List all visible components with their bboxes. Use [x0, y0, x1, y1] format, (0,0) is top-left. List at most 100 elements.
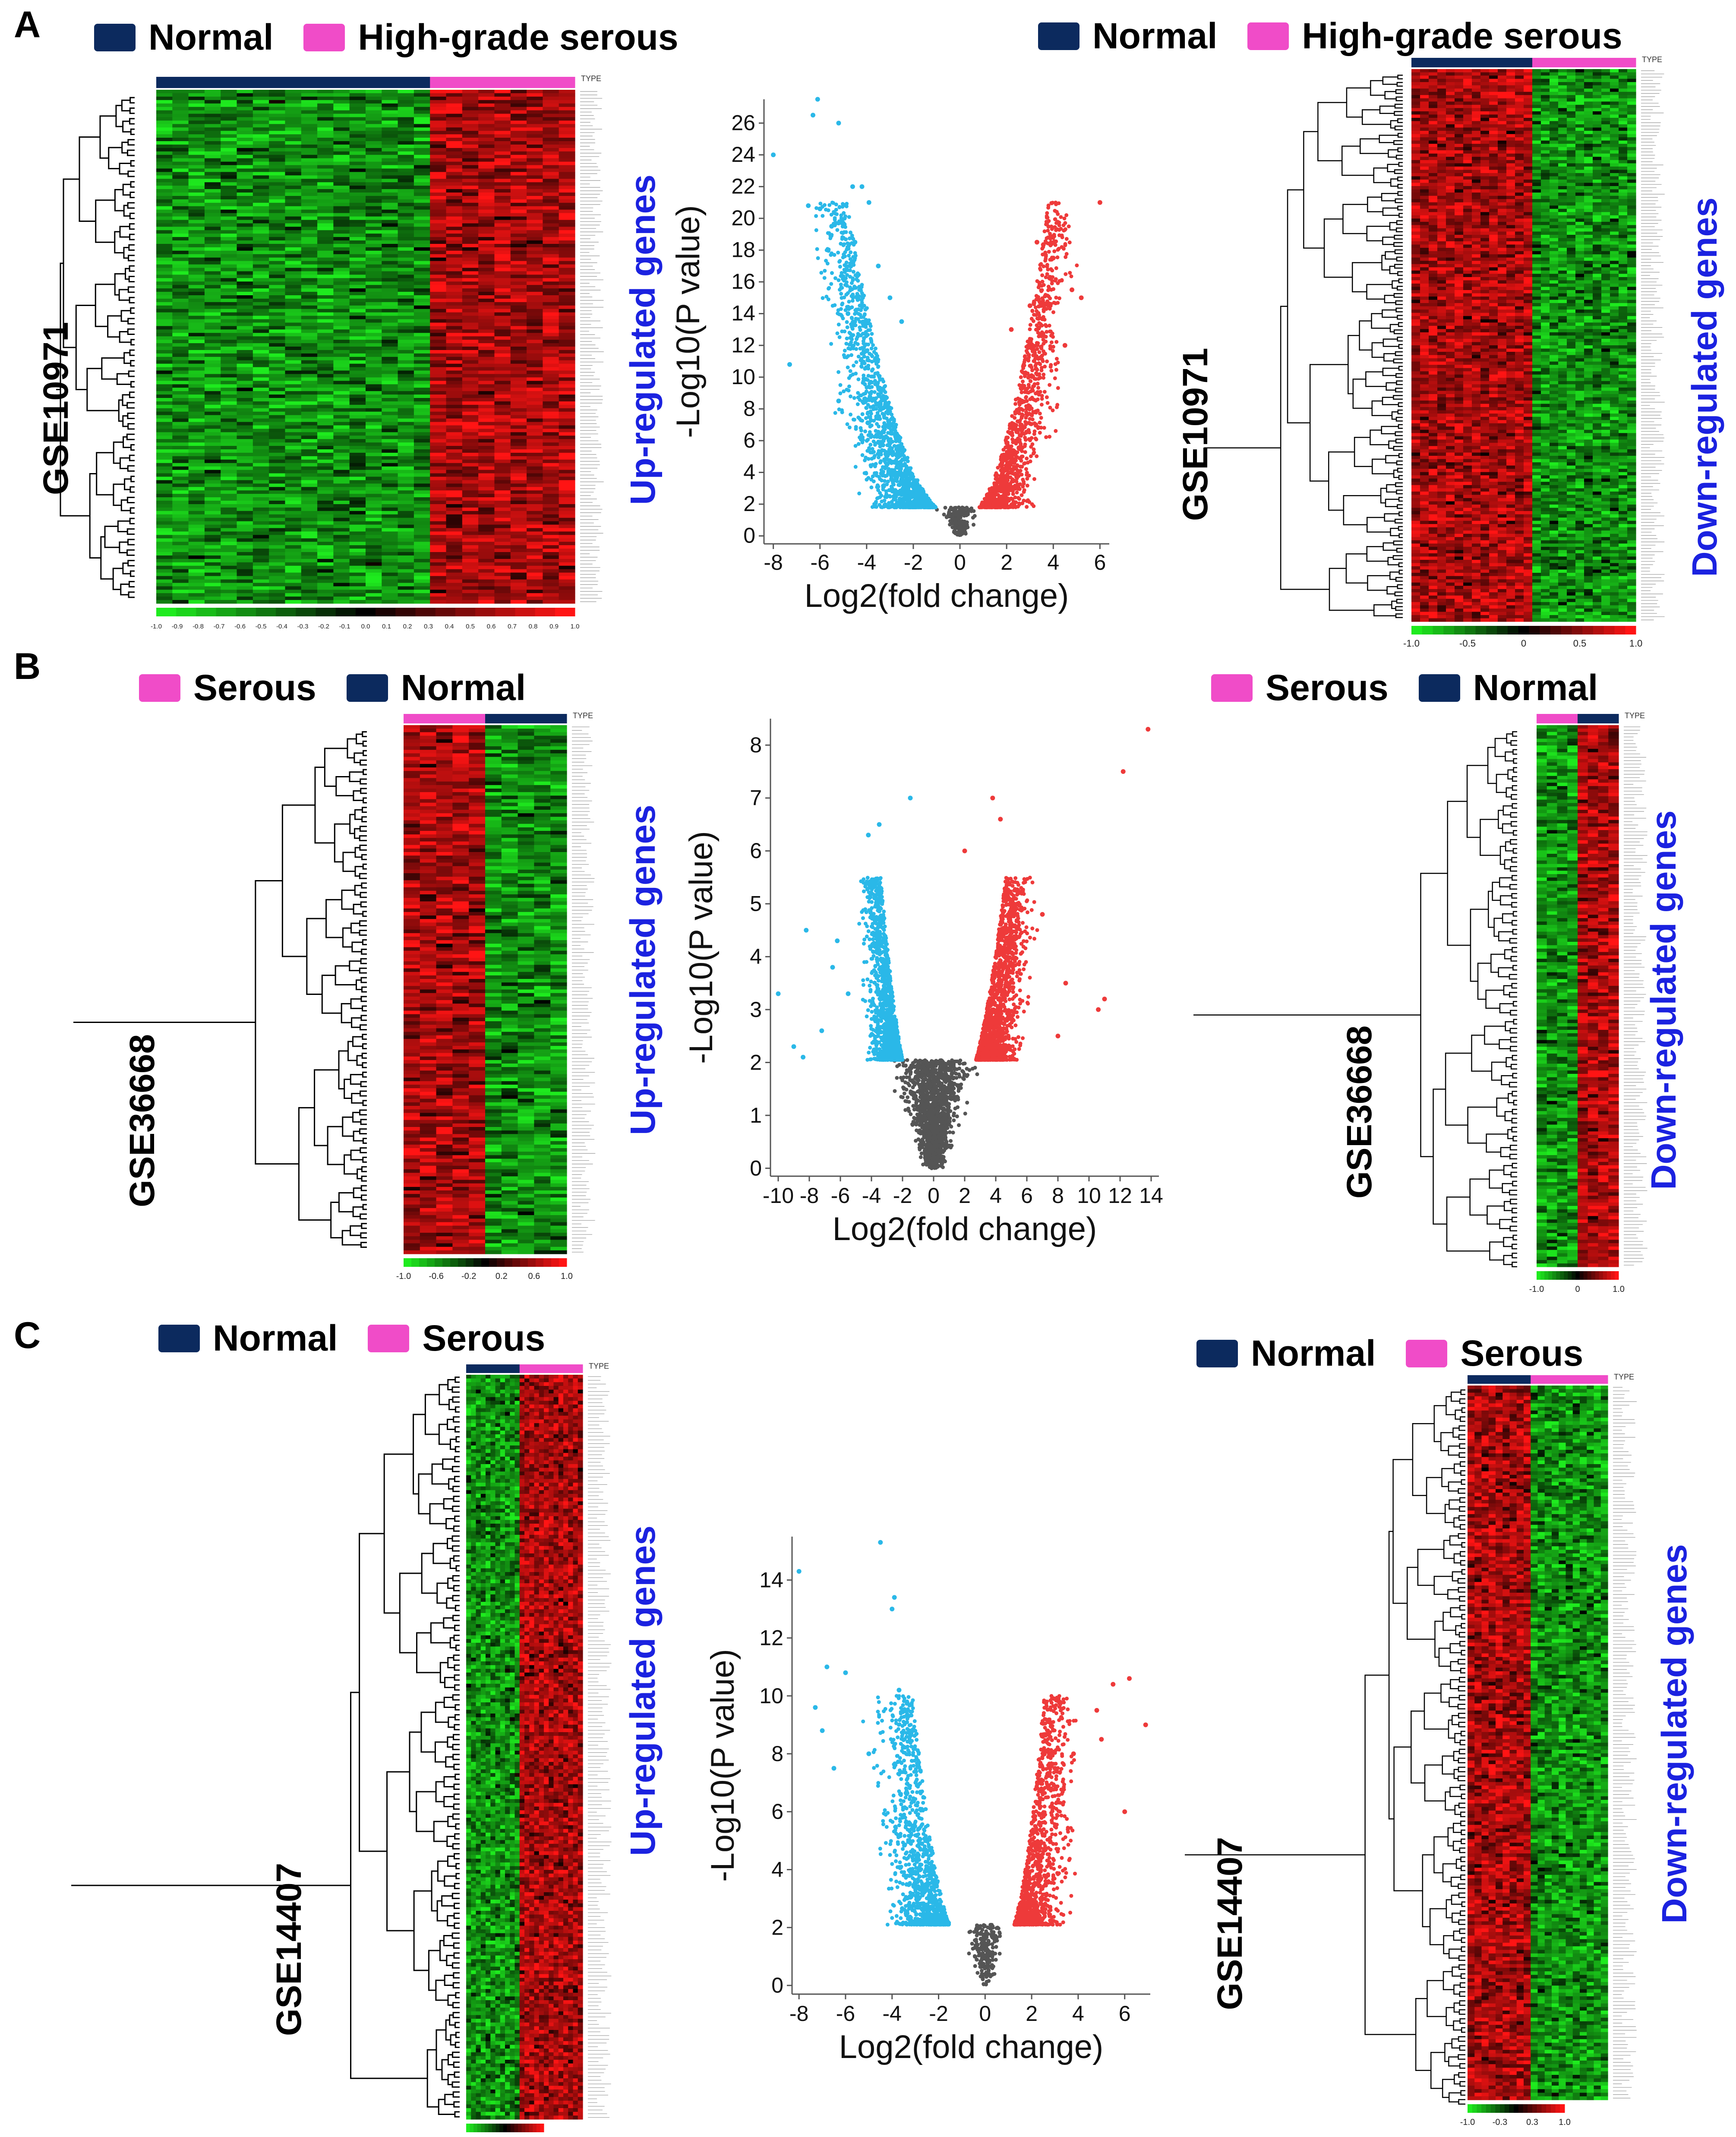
heatmap-cell	[237, 507, 253, 511]
heatmap-cell	[382, 288, 398, 292]
heatmap-cell	[285, 593, 302, 597]
heatmap-cell	[188, 165, 205, 169]
heatmap-cell	[494, 158, 511, 162]
heatmap-cell	[349, 288, 366, 292]
heatmap-cell	[188, 158, 205, 162]
heatmap-cell	[366, 110, 382, 114]
heatmap-cell	[446, 254, 463, 258]
heatmap-cell	[156, 586, 173, 590]
heatmap-cell	[413, 466, 430, 470]
heatmap-cell	[366, 535, 382, 539]
y-tick-label: 16	[731, 269, 755, 294]
heatmap-cell	[333, 254, 350, 258]
heatmap-cell	[494, 432, 511, 436]
heatmap-cell	[559, 131, 575, 135]
heatmap-cell	[446, 456, 463, 460]
heatmap-cell	[349, 247, 366, 251]
heatmap-cell	[188, 124, 205, 128]
heatmap-cell	[494, 600, 511, 604]
heatmap-cell	[478, 487, 495, 491]
heatmap-cell	[382, 202, 398, 207]
heatmap-cell	[253, 576, 269, 580]
heatmap-cell	[172, 316, 189, 320]
heatmap-cell	[462, 463, 479, 467]
heatmap-cell	[188, 257, 205, 262]
heatmap-cell	[462, 404, 479, 409]
heatmap-cell	[317, 110, 334, 114]
column-annotation-cell	[398, 77, 414, 88]
heatmap-cell	[527, 477, 543, 480]
heatmap-cell	[494, 316, 511, 320]
heatmap-cell	[253, 514, 269, 518]
heatmap-cell	[204, 96, 221, 101]
heatmap-cell	[462, 216, 479, 221]
heatmap-cell	[527, 148, 543, 152]
heatmap-cell	[430, 501, 447, 505]
heatmap-cell	[478, 494, 495, 498]
heatmap-cell	[510, 494, 527, 498]
heatmap-cell	[366, 395, 382, 398]
heatmap-cell	[188, 182, 205, 186]
heatmap-cell	[253, 452, 269, 457]
heatmap-cell	[559, 144, 575, 148]
legend-serous: Serous	[1460, 1332, 1583, 1374]
heatmap-cell	[462, 107, 479, 111]
heatmap-cell	[317, 521, 334, 525]
heatmap-cell	[204, 555, 221, 559]
heatmap-cell	[221, 572, 237, 577]
heatmap-cell	[366, 384, 382, 388]
heatmap-cell	[237, 202, 253, 207]
heatmap-cell	[204, 480, 221, 484]
heatmap-cell	[237, 250, 253, 255]
heatmap-cell	[398, 483, 414, 487]
heatmap-cell	[253, 234, 269, 237]
heatmap-cell	[172, 545, 189, 549]
heatmap-cell	[478, 425, 495, 429]
heatmap-cell	[430, 374, 447, 378]
heatmap-cell	[188, 353, 205, 357]
heatmap-cell	[462, 175, 479, 179]
heatmap-cell	[333, 120, 350, 124]
y-tick-label: 2	[743, 492, 755, 516]
heatmap-cell	[237, 254, 253, 258]
heatmap-cell	[156, 429, 173, 432]
heatmap-cell	[430, 562, 447, 566]
heatmap-cell	[172, 206, 189, 210]
panel-a-right-legend: Normal High-grade serous	[1038, 15, 1622, 57]
heatmap-cell	[269, 473, 286, 477]
heatmap-cell	[527, 559, 543, 563]
heatmap-cell	[253, 227, 269, 230]
heatmap-cell	[559, 593, 575, 597]
heatmap-cell	[398, 107, 414, 111]
heatmap-cell	[285, 329, 302, 333]
heatmap-cell	[527, 442, 543, 446]
heatmap-cell	[527, 497, 543, 501]
heatmap-cell	[333, 545, 350, 549]
heatmap-cell	[413, 96, 430, 101]
heatmap-cell	[462, 292, 479, 296]
heatmap-cell	[430, 305, 447, 309]
heatmap-cell	[559, 343, 575, 347]
heatmap-cell	[237, 572, 253, 577]
heatmap-cell	[269, 555, 286, 559]
heatmap-cell	[430, 250, 447, 255]
heatmap-cell	[446, 193, 463, 196]
heatmap-cell	[301, 429, 318, 432]
heatmap-cell	[398, 93, 414, 97]
heatmap-cell	[204, 237, 221, 241]
heatmap-cell	[510, 398, 527, 402]
heatmap-cell	[188, 518, 205, 522]
heatmap-cell	[237, 93, 253, 97]
heatmap-cell	[366, 597, 382, 600]
heatmap-cell	[188, 148, 205, 152]
heatmap-cell	[398, 490, 414, 494]
heatmap-cell	[253, 381, 269, 385]
heatmap-cell	[349, 244, 366, 248]
heatmap-cell	[188, 298, 205, 303]
heatmap-cell	[413, 100, 430, 104]
heatmap-cell	[285, 144, 302, 148]
heatmap-cell	[559, 271, 575, 275]
heatmap-cell	[269, 514, 286, 518]
heatmap-cell	[204, 202, 221, 207]
heatmap-cell	[301, 107, 318, 111]
